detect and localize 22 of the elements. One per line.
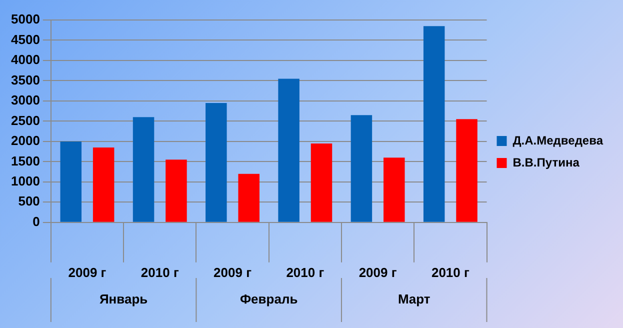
legend-label: Д.А.Медведева [512,133,604,148]
y-tick-label: 4500 [11,32,40,47]
legend-label: В.В.Путина [512,155,580,170]
x-tick-label: 2009 г [214,264,252,280]
y-tick-label: 5000 [11,12,40,27]
y-tick-label: 1500 [11,153,40,168]
y-tick-label: 1000 [11,174,40,188]
y-tick-label: 0 [32,214,40,229]
y-tick-label: 4000 [11,52,40,68]
x-tick-label: 2009 г [358,264,398,280]
x-tick-label: 2010 г [431,264,470,280]
y-tick-label: 3000 [11,92,40,108]
y-tick-label: 2000 [11,133,40,148]
y-tick-label: 3500 [11,72,40,88]
x-tick-label: 2009 г [68,264,107,280]
text: Январь [99,292,148,307]
y-tick-label: 2500 [11,112,40,128]
text: Март [398,292,430,307]
text: Февраль [240,292,298,307]
y-tick-label: 500 [18,194,40,209]
x-tick-label: 2010 г [286,264,325,280]
x-tick-label: 2010 г [140,264,180,280]
